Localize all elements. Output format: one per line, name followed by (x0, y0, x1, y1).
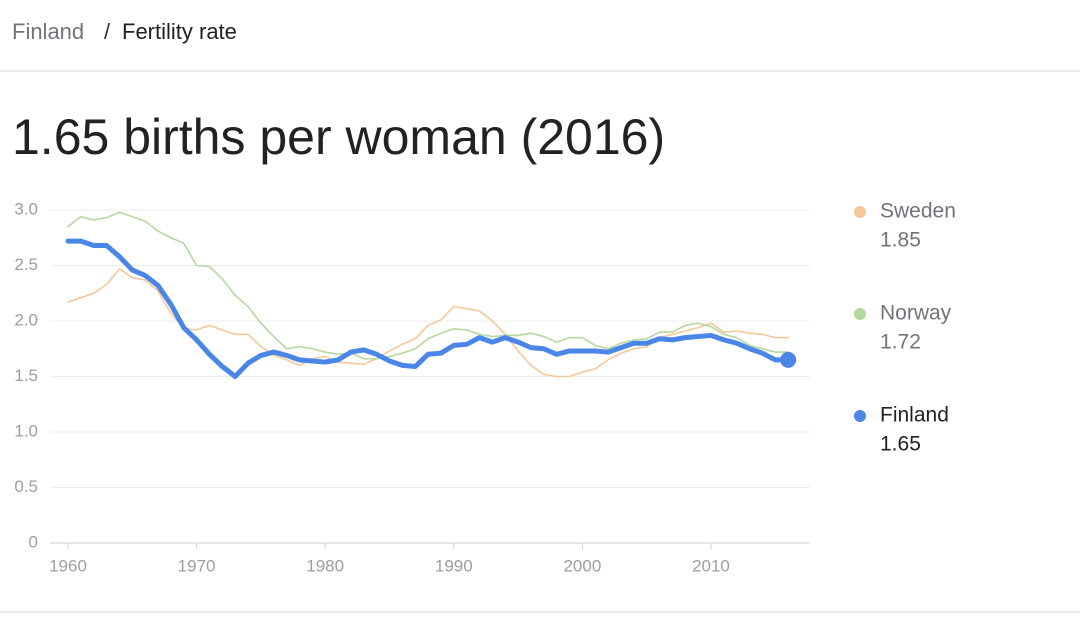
legend-label[interactable]: Sweden (880, 200, 956, 223)
y-tick-label: 1.0 (14, 421, 38, 440)
breadcrumb-current: Fertility rate (122, 19, 237, 44)
chart-title: 1.65 births per woman (2016) (12, 109, 665, 165)
y-tick-label: 0 (29, 532, 38, 551)
y-tick-label: 3.0 (14, 199, 38, 218)
legend-swatch[interactable] (854, 410, 866, 422)
legend-label[interactable]: Finland (880, 404, 949, 427)
x-tick-label: 1980 (306, 556, 344, 575)
y-tick-label: 2.5 (14, 255, 38, 274)
x-tick-label: 2010 (692, 556, 730, 575)
legend-swatch[interactable] (854, 206, 866, 218)
x-tick-label: 1990 (435, 556, 473, 575)
breadcrumb-link[interactable]: Finland (12, 19, 84, 44)
legend-value: 1.72 (880, 331, 921, 354)
x-tick-label: 1970 (178, 556, 216, 575)
x-tick-label: 1960 (49, 556, 87, 575)
y-tick-label: 2.0 (14, 310, 38, 329)
end-point (780, 351, 797, 368)
series-line (67, 268, 789, 378)
legend-label[interactable]: Norway (880, 302, 952, 325)
series-line (65, 238, 791, 379)
x-tick-label: 2000 (563, 556, 601, 575)
y-tick-label: 1.5 (14, 366, 38, 385)
breadcrumb-separator: / (104, 19, 111, 44)
legend-value: 1.65 (880, 433, 921, 456)
legend-swatch[interactable] (854, 308, 866, 320)
series-line (67, 211, 789, 360)
y-tick-label: 0.5 (14, 477, 38, 496)
legend-value: 1.85 (880, 229, 921, 252)
